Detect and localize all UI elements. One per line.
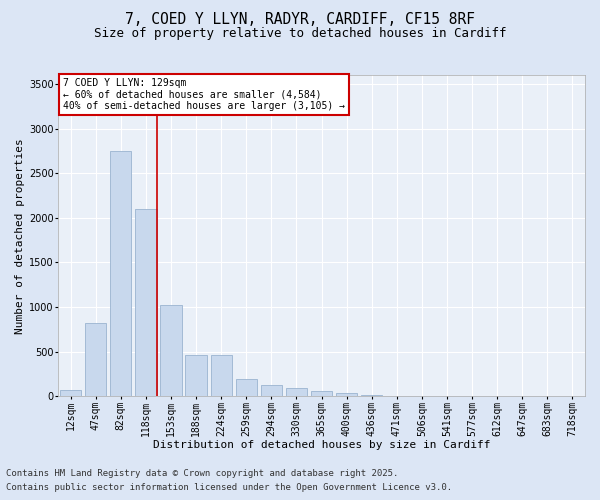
Bar [135, 209, 157, 396]
Y-axis label: Number of detached properties: Number of detached properties [15, 138, 25, 334]
Text: 7 COED Y LLYN: 129sqm
← 60% of detached houses are smaller (4,584)
40% of semi-d: 7 COED Y LLYN: 129sqm ← 60% of detached … [64, 78, 346, 112]
Text: 7, COED Y LLYN, RADYR, CARDIFF, CF15 8RF: 7, COED Y LLYN, RADYR, CARDIFF, CF15 8RF [125, 12, 475, 28]
Bar [260, 385, 282, 396]
Bar [336, 393, 357, 396]
Bar [85, 323, 106, 396]
Text: Size of property relative to detached houses in Cardiff: Size of property relative to detached ho… [94, 28, 506, 40]
Text: Contains public sector information licensed under the Open Government Licence v3: Contains public sector information licen… [6, 484, 452, 492]
Bar [110, 151, 131, 396]
Bar [211, 356, 232, 397]
Bar [236, 378, 257, 396]
Text: Contains HM Land Registry data © Crown copyright and database right 2025.: Contains HM Land Registry data © Crown c… [6, 468, 398, 477]
Bar [286, 388, 307, 396]
Bar [311, 391, 332, 396]
Bar [160, 306, 182, 396]
Bar [361, 394, 382, 396]
X-axis label: Distribution of detached houses by size in Cardiff: Distribution of detached houses by size … [153, 440, 490, 450]
Bar [60, 390, 81, 396]
Bar [185, 356, 207, 397]
